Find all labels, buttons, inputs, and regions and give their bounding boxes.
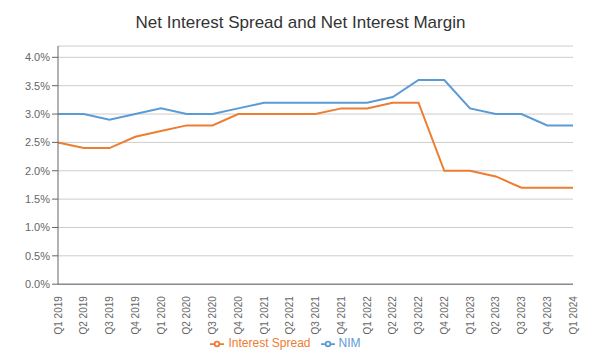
svg-text:Q1 2022: Q1 2022 [362,296,373,335]
html-text:Net Interest Spread and Net In: Net Interest Spread and Net Interest Mar… [135,13,466,32]
svg-text:1.0%: 1.0% [25,221,50,233]
svg-text:Q3 2022: Q3 2022 [413,296,424,335]
svg-text:Q1 2023: Q1 2023 [465,296,476,335]
svg-text:Q1 2020: Q1 2020 [156,296,167,335]
svg-text:Q4 2020: Q4 2020 [233,296,244,335]
svg-text:0.0%: 0.0% [25,278,50,290]
svg-text:Q4 2023: Q4 2023 [542,296,553,335]
svg-text:Q3 2020: Q3 2020 [207,296,218,335]
svg-text:Q2 2022: Q2 2022 [387,296,398,335]
svg-text:0.5%: 0.5% [25,250,50,262]
svg-text:Q3 2023: Q3 2023 [516,296,527,335]
html-text:NIM: NIM [338,336,361,351]
svg-text:Q1 2024: Q1 2024 [568,296,579,335]
svg-text:4.0%: 4.0% [25,51,50,63]
svg-text:Q2 2020: Q2 2020 [181,296,192,335]
svg-text:Q4 2022: Q4 2022 [439,296,450,335]
svg-text:Q4 2021: Q4 2021 [336,296,347,335]
svg-text:Q1 2021: Q1 2021 [259,296,270,335]
svg-text:Q2 2023: Q2 2023 [490,296,501,335]
html-text:Interest Spread: Interest Spread [228,336,311,351]
svg-text:Q1 2019: Q1 2019 [53,296,64,335]
svg-text:3.0%: 3.0% [25,108,50,120]
svg-text:2.0%: 2.0% [25,165,50,177]
svg-text:1.5%: 1.5% [25,193,50,205]
svg-text:Q3 2021: Q3 2021 [310,296,321,335]
svg-text:Q2 2019: Q2 2019 [78,296,89,335]
svg-text:3.5%: 3.5% [25,80,50,92]
svg-text:Q4 2019: Q4 2019 [130,296,141,335]
svg-text:Q2 2021: Q2 2021 [284,296,295,335]
svg-text:2.5%: 2.5% [25,136,50,148]
svg-text:Q3 2019: Q3 2019 [104,296,115,335]
